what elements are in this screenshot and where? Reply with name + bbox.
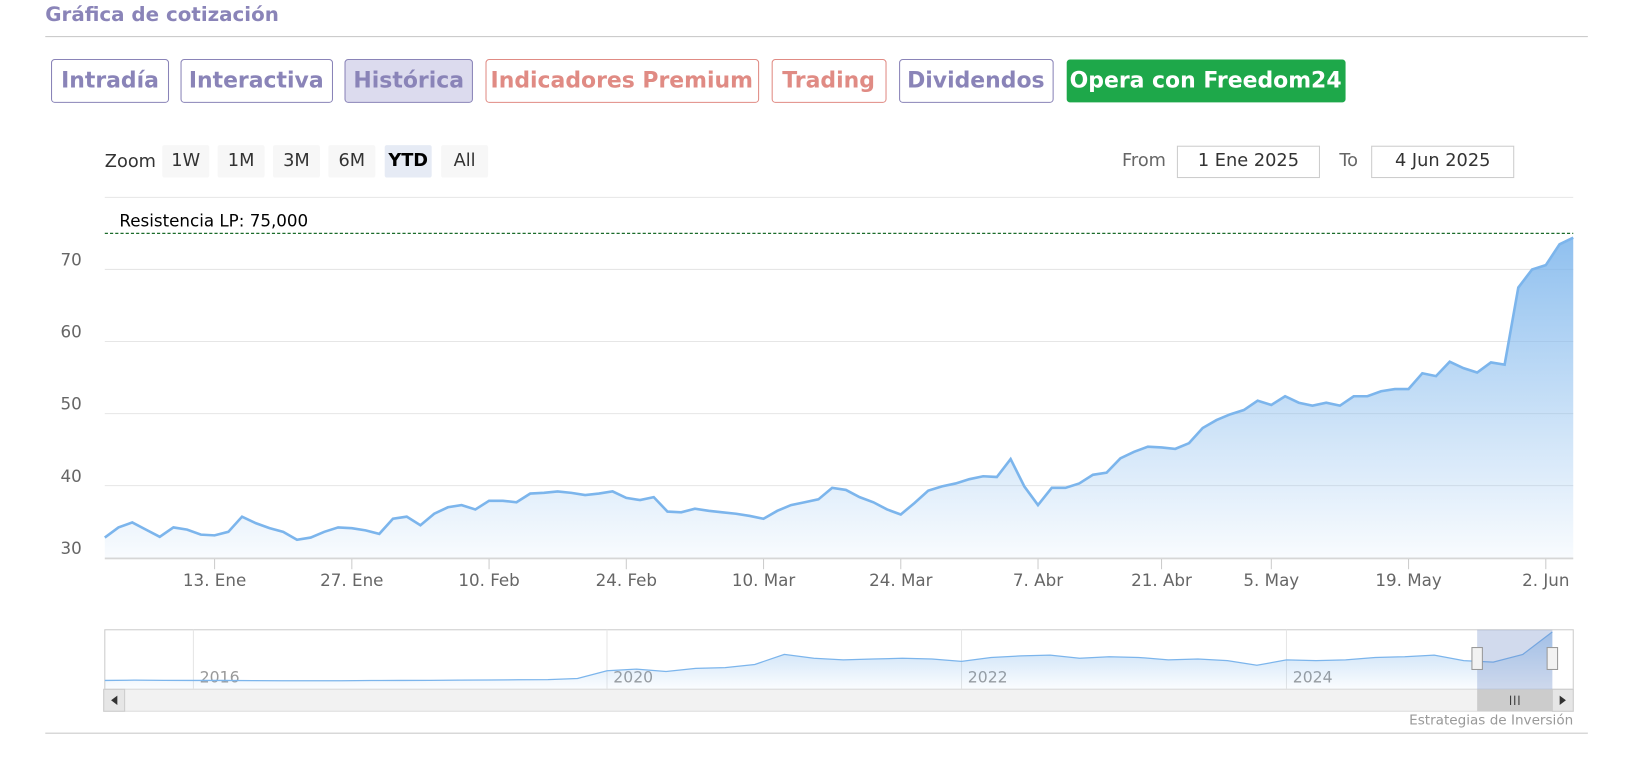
scrollbar [103,629,1574,712]
x-tick-label: 27. Ene [320,570,383,590]
y-tick-label: 30 [61,538,82,558]
to-label: To [1338,151,1358,171]
navigator: 2016202020222024 [104,629,1574,690]
grip [1510,695,1520,705]
zoom-button[interactable] [162,145,210,178]
tab[interactable] [344,59,473,103]
area-fill [104,237,1574,558]
y-tick-label: 50 [61,394,82,414]
resistance-label: Resistencia LP: 75,000 [119,210,308,230]
zoom-button[interactable] [441,145,489,178]
zoom-button[interactable] [384,145,432,178]
navigator-line [104,631,1553,682]
x-tick-label: 7. Abr [1013,570,1063,590]
x-tick-label: 19. May [1375,570,1442,590]
zoom-button[interactable] [328,145,376,178]
tab-label[interactable]: Histórica [353,68,464,93]
tab[interactable] [1066,59,1346,103]
scrollbar-track[interactable] [103,688,1574,712]
zoom-button-label[interactable]: 1W [171,151,200,171]
zoom-button-label[interactable]: 3M [283,151,310,171]
price-line [104,236,1574,542]
tabs: Intradía Interactiva Histórica Indicador… [51,59,1346,103]
tab-label[interactable]: Opera con Freedom24 [1070,68,1342,93]
main-chart: 30 40 50 60 70 13. Ene 27. Ene 10. Feb 24. Feb 10… [61,210,1574,590]
tab-label[interactable]: Trading [782,68,875,93]
x-tick-label: 10. Mar [732,570,796,590]
zoom-button[interactable] [217,145,265,178]
tab-label[interactable]: Indicadores Premium [491,68,753,93]
zoom-buttons: 1W 1M 3M 6M YTD All [162,145,489,178]
tab[interactable] [899,59,1054,103]
zoom-button[interactable] [272,145,320,178]
tab[interactable] [51,59,170,103]
zoom-button-label[interactable]: 6M [338,151,365,171]
tab-label[interactable]: Interactiva [189,68,324,93]
tab[interactable] [485,59,760,103]
navigator-area [104,631,1553,690]
arrow [111,695,118,705]
handle[interactable] [1546,647,1559,670]
tab-label[interactable]: Dividendos [907,68,1044,93]
x-tick-label: 5. May [1243,570,1299,590]
from-input[interactable] [1176,145,1320,179]
tab[interactable] [771,59,887,103]
arrow [1559,695,1566,705]
x-tick-label: 10. Feb [458,570,519,590]
zoom-button-label[interactable]: 1M [228,151,255,171]
to-input[interactable] [1371,145,1515,179]
y-tick-label: 40 [61,466,82,486]
x-tick-label: 24. Mar [869,570,933,590]
tab-label[interactable]: Intradía [61,68,159,93]
zoom-label: Zoom [105,152,156,172]
to-value[interactable]: 4 Jun 2025 [1395,151,1490,171]
y-tick-label: 60 [61,322,82,342]
x-tick-label: 2. Jun [1522,570,1569,590]
x-tick-label: 13. Ene [183,570,246,590]
tab[interactable] [180,59,334,103]
zoom-button-label[interactable]: YTD [387,151,428,171]
from-value[interactable]: 1 Ene 2025 [1198,151,1299,171]
zoom-button-label[interactable]: All [454,151,476,171]
from-label: From [1122,151,1166,171]
credits: Estrategias de Inversión [1409,713,1573,729]
y-tick-label: 70 [61,250,82,270]
section-title: Gráfica de cotización [45,3,279,26]
handle[interactable] [1471,647,1483,670]
x-tick-label: 24. Feb [596,570,657,590]
navigator-mask [1477,629,1553,690]
x-tick-label: 21. Abr [1131,570,1192,590]
